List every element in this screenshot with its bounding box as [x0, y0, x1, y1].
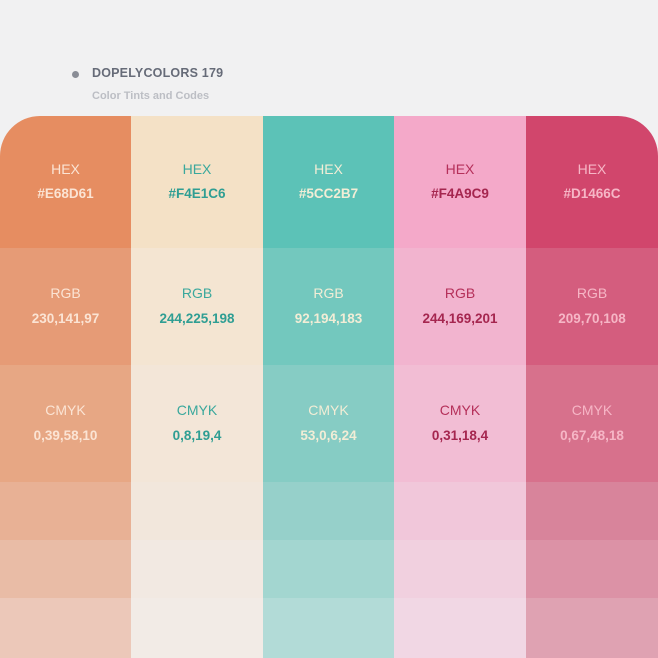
tint-band	[131, 365, 263, 482]
cmyk-label: CMYK	[45, 402, 86, 418]
tint-band	[394, 365, 526, 482]
page-title: DOPELYCOLORS 179	[92, 66, 224, 80]
tint-band	[0, 116, 131, 248]
tint-band	[394, 116, 526, 248]
tint-band	[526, 598, 658, 658]
rgb-label: RGB	[444, 285, 476, 301]
tint-band	[263, 365, 394, 482]
rgb-label: RGB	[576, 285, 608, 301]
tint-band	[394, 482, 526, 540]
rgb-value: 92,194,183	[294, 311, 363, 326]
tint-band	[263, 248, 394, 365]
palette: HEX #E68D61 RGB 230,141,97 CMYK 0,39,58,10 HEX…	[0, 116, 658, 658]
tint-band	[526, 365, 658, 482]
hex-value: #E68D61	[37, 186, 94, 201]
tint-band	[0, 248, 131, 365]
hex-value: #F4A9C9	[431, 186, 489, 201]
tint-band	[394, 248, 526, 365]
swatch-column: HEX #5CC2B7 RGB 92,194,183 CMYK 53,0,6,24	[263, 116, 394, 658]
rgb-value: 244,169,201	[422, 311, 498, 326]
hex-label: HEX	[314, 161, 343, 177]
swatch-column: HEX #F4A9C9 RGB 244,169,201 CMYK 0,31,18,4	[394, 116, 526, 658]
tint-band	[131, 248, 263, 365]
tint-band	[131, 116, 263, 248]
rgb-value: 244,225,198	[159, 311, 235, 326]
cmyk-label: CMYK	[308, 402, 349, 418]
tint-band	[131, 598, 263, 658]
tint-band	[131, 540, 263, 598]
rgb-label: RGB	[313, 285, 344, 301]
hex-value: #F4E1C6	[168, 186, 226, 201]
rgb-label: RGB	[50, 285, 81, 301]
tint-band	[394, 598, 526, 658]
swatch-column: HEX #E68D61 RGB 230,141,97 CMYK 0,39,58,10	[0, 116, 131, 658]
page-subtitle: Color Tints and Codes	[92, 90, 210, 102]
rgb-value: 209,70,108	[558, 311, 626, 326]
bullet-dot-icon	[72, 71, 79, 78]
tint-band	[0, 598, 131, 658]
cmyk-value: 0,31,18,4	[431, 428, 489, 443]
cmyk-value: 0,39,58,10	[33, 428, 98, 443]
cmyk-label: CMYK	[439, 402, 481, 418]
tint-band	[0, 365, 131, 482]
tint-band	[263, 540, 394, 598]
cmyk-value: 53,0,6,24	[300, 428, 357, 443]
hex-value: #D1466C	[563, 186, 621, 201]
tint-band	[526, 248, 658, 365]
cmyk-label: CMYK	[571, 402, 613, 418]
hex-label: HEX	[182, 161, 212, 177]
cmyk-value: 0,67,48,18	[560, 428, 624, 443]
hex-label: HEX	[577, 161, 607, 177]
cmyk-label: CMYK	[176, 402, 218, 418]
hex-label: HEX	[51, 161, 80, 177]
tint-band	[131, 482, 263, 540]
tint-band	[263, 116, 394, 248]
swatch-column: HEX #D1466C RGB 209,70,108 CMYK 0,67,48,18	[526, 116, 658, 658]
tint-band	[263, 598, 394, 658]
tint-band	[526, 540, 658, 598]
tint-band	[526, 116, 658, 248]
tint-band	[526, 482, 658, 540]
tint-band	[0, 482, 131, 540]
hex-label: HEX	[445, 161, 475, 177]
tint-band	[263, 482, 394, 540]
swatch-column: HEX #F4E1C6 RGB 244,225,198 CMYK 0,8,19,4	[131, 116, 263, 658]
rgb-value: 230,141,97	[31, 311, 100, 326]
tint-band	[394, 540, 526, 598]
hex-value: #5CC2B7	[298, 186, 359, 201]
cmyk-value: 0,8,19,4	[172, 428, 222, 443]
rgb-label: RGB	[181, 285, 213, 301]
tint-band	[0, 540, 131, 598]
